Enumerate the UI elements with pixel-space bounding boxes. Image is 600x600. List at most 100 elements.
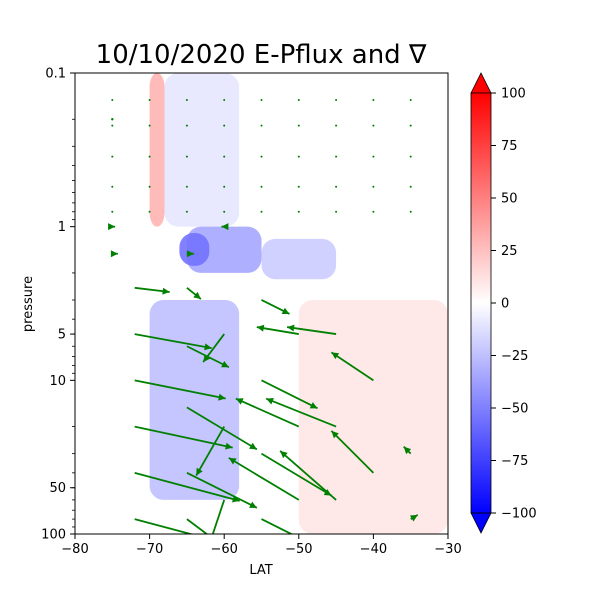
- quiver-grid-dot: [409, 210, 412, 213]
- colorbar-ticks: 100 75 50 25 0 −25 −50 −75 −100: [491, 87, 537, 522]
- quiver-arrow: [261, 518, 294, 534]
- y-tick-label: 0.1: [45, 67, 66, 82]
- quiver-arrow: [186, 518, 209, 534]
- heatmap-field: [149, 73, 448, 534]
- quiver-grid-dot: [372, 124, 375, 127]
- quiver-arrow: [286, 324, 337, 335]
- quiver-arrow: [235, 397, 300, 428]
- quiver-arrow: [211, 499, 226, 534]
- colorbar-tick-label: −25: [501, 349, 528, 364]
- quiver-arrow: [256, 324, 299, 335]
- contour-region: [149, 299, 240, 500]
- quiver-arrow: [202, 333, 225, 363]
- quiver-grid-dot: [185, 155, 188, 158]
- quiver-arrow: [186, 406, 258, 451]
- y-tick-label: 10: [49, 374, 66, 389]
- x-tick-label: −80: [61, 542, 88, 557]
- quiver-grid-dot: [372, 185, 375, 188]
- colorbar-tick-label: −100: [501, 507, 537, 522]
- colorbar-tick-label: 100: [501, 87, 526, 102]
- y-tick-label: 100: [41, 528, 66, 543]
- quiver-grid-dot: [148, 155, 151, 158]
- quiver-arrow: [108, 223, 116, 231]
- quiver-arrow: [403, 446, 412, 455]
- quiver-grid-dot: [335, 124, 338, 127]
- quiver-grid-dot: [148, 124, 151, 127]
- quiver-grid-dot: [372, 155, 375, 158]
- quiver-arrow: [134, 286, 170, 295]
- quiver-grid-dot: [335, 155, 338, 158]
- quiver-grid-dots: [111, 99, 412, 213]
- quiver-arrow: [134, 518, 195, 534]
- colorbar-extend-top: [470, 72, 492, 94]
- quiver-grid-dot: [335, 99, 338, 102]
- quiver-grid-dot: [260, 99, 263, 102]
- colorbar-tick-label: 0: [501, 297, 509, 312]
- x-tick-label: −40: [360, 542, 387, 557]
- quiver-arrow: [261, 379, 318, 410]
- y-tick-label: 5: [58, 328, 66, 343]
- quiver-arrow: [330, 430, 375, 474]
- x-axis-label: LAT: [249, 563, 272, 578]
- quiver-arrows: [108, 118, 419, 534]
- quiver-grid-dot: [297, 124, 300, 127]
- contour-region: [149, 73, 165, 227]
- quiver-arrow: [330, 351, 374, 382]
- quiver-grid-dot: [223, 124, 226, 127]
- contour-region: [261, 238, 337, 280]
- quiver-arrow: [186, 250, 194, 258]
- quiver-arrow: [134, 425, 233, 450]
- quiver-arrow: [186, 472, 258, 509]
- quiver-grid-dot: [111, 155, 114, 158]
- quiver-grid-dot: [185, 99, 188, 102]
- quiver-grid-dot: [148, 185, 151, 188]
- quiver-grid-dot: [260, 155, 263, 158]
- colorbar-tick-label: 75: [501, 139, 518, 154]
- contour-region: [164, 73, 240, 227]
- colorbar-gradient: [471, 93, 491, 513]
- colorbar-tick-label: −50: [501, 402, 528, 417]
- quiver-arrow: [261, 299, 290, 315]
- quiver-grid-dot: [260, 124, 263, 127]
- plot-frame: [74, 72, 449, 535]
- quiver-grid-dot: [297, 99, 300, 102]
- quiver-grid-dot: [185, 210, 188, 213]
- quiver-grid-dot: [297, 185, 300, 188]
- quiver-arrow: [110, 250, 118, 258]
- quiver-grid-dot: [297, 210, 300, 213]
- colorbar-tick-label: −75: [501, 454, 528, 469]
- x-tick-label: −50: [285, 542, 312, 557]
- quiver-grid-dot: [260, 185, 263, 188]
- quiver-grid-dot: [372, 99, 375, 102]
- quiver-grid-dot: [185, 185, 188, 188]
- quiver-grid-dot: [223, 155, 226, 158]
- quiver-arrow: [134, 379, 226, 401]
- quiver-arrow-stub: [111, 118, 114, 121]
- y-axis: 0.1 1 5 10 50 100: [41, 67, 75, 543]
- quiver-arrow: [186, 287, 202, 300]
- quiver-grid-dot: [409, 124, 412, 127]
- quiver-grid-dot: [372, 210, 375, 213]
- quiver-grid-dot: [111, 124, 114, 127]
- quiver-arrow: [195, 426, 225, 477]
- contour-region: [179, 233, 210, 266]
- x-axis: −80 −70 −60 −50 −40 −30: [61, 534, 462, 557]
- quiver-grid-dot: [223, 185, 226, 188]
- quiver-grid-dot: [223, 99, 226, 102]
- contour-region: [298, 299, 448, 534]
- x-tick-label: −60: [210, 542, 237, 557]
- y-axis-label: pressure: [21, 276, 36, 332]
- quiver-grid-dot: [260, 210, 263, 213]
- quiver-grid-dot: [409, 155, 412, 158]
- quiver-grid-dot: [335, 210, 338, 213]
- quiver-arrow: [221, 223, 229, 231]
- quiver-grid-dot: [111, 99, 114, 102]
- quiver-grid-dot: [335, 185, 338, 188]
- quiver-arrow: [279, 450, 337, 501]
- colorbar-extend-bottom: [470, 512, 492, 534]
- quiver-arrow: [265, 397, 337, 428]
- quiver-grid-dot: [409, 185, 412, 188]
- colorbar-tick-label: 50: [501, 192, 518, 207]
- quiver-grid-dot: [297, 155, 300, 158]
